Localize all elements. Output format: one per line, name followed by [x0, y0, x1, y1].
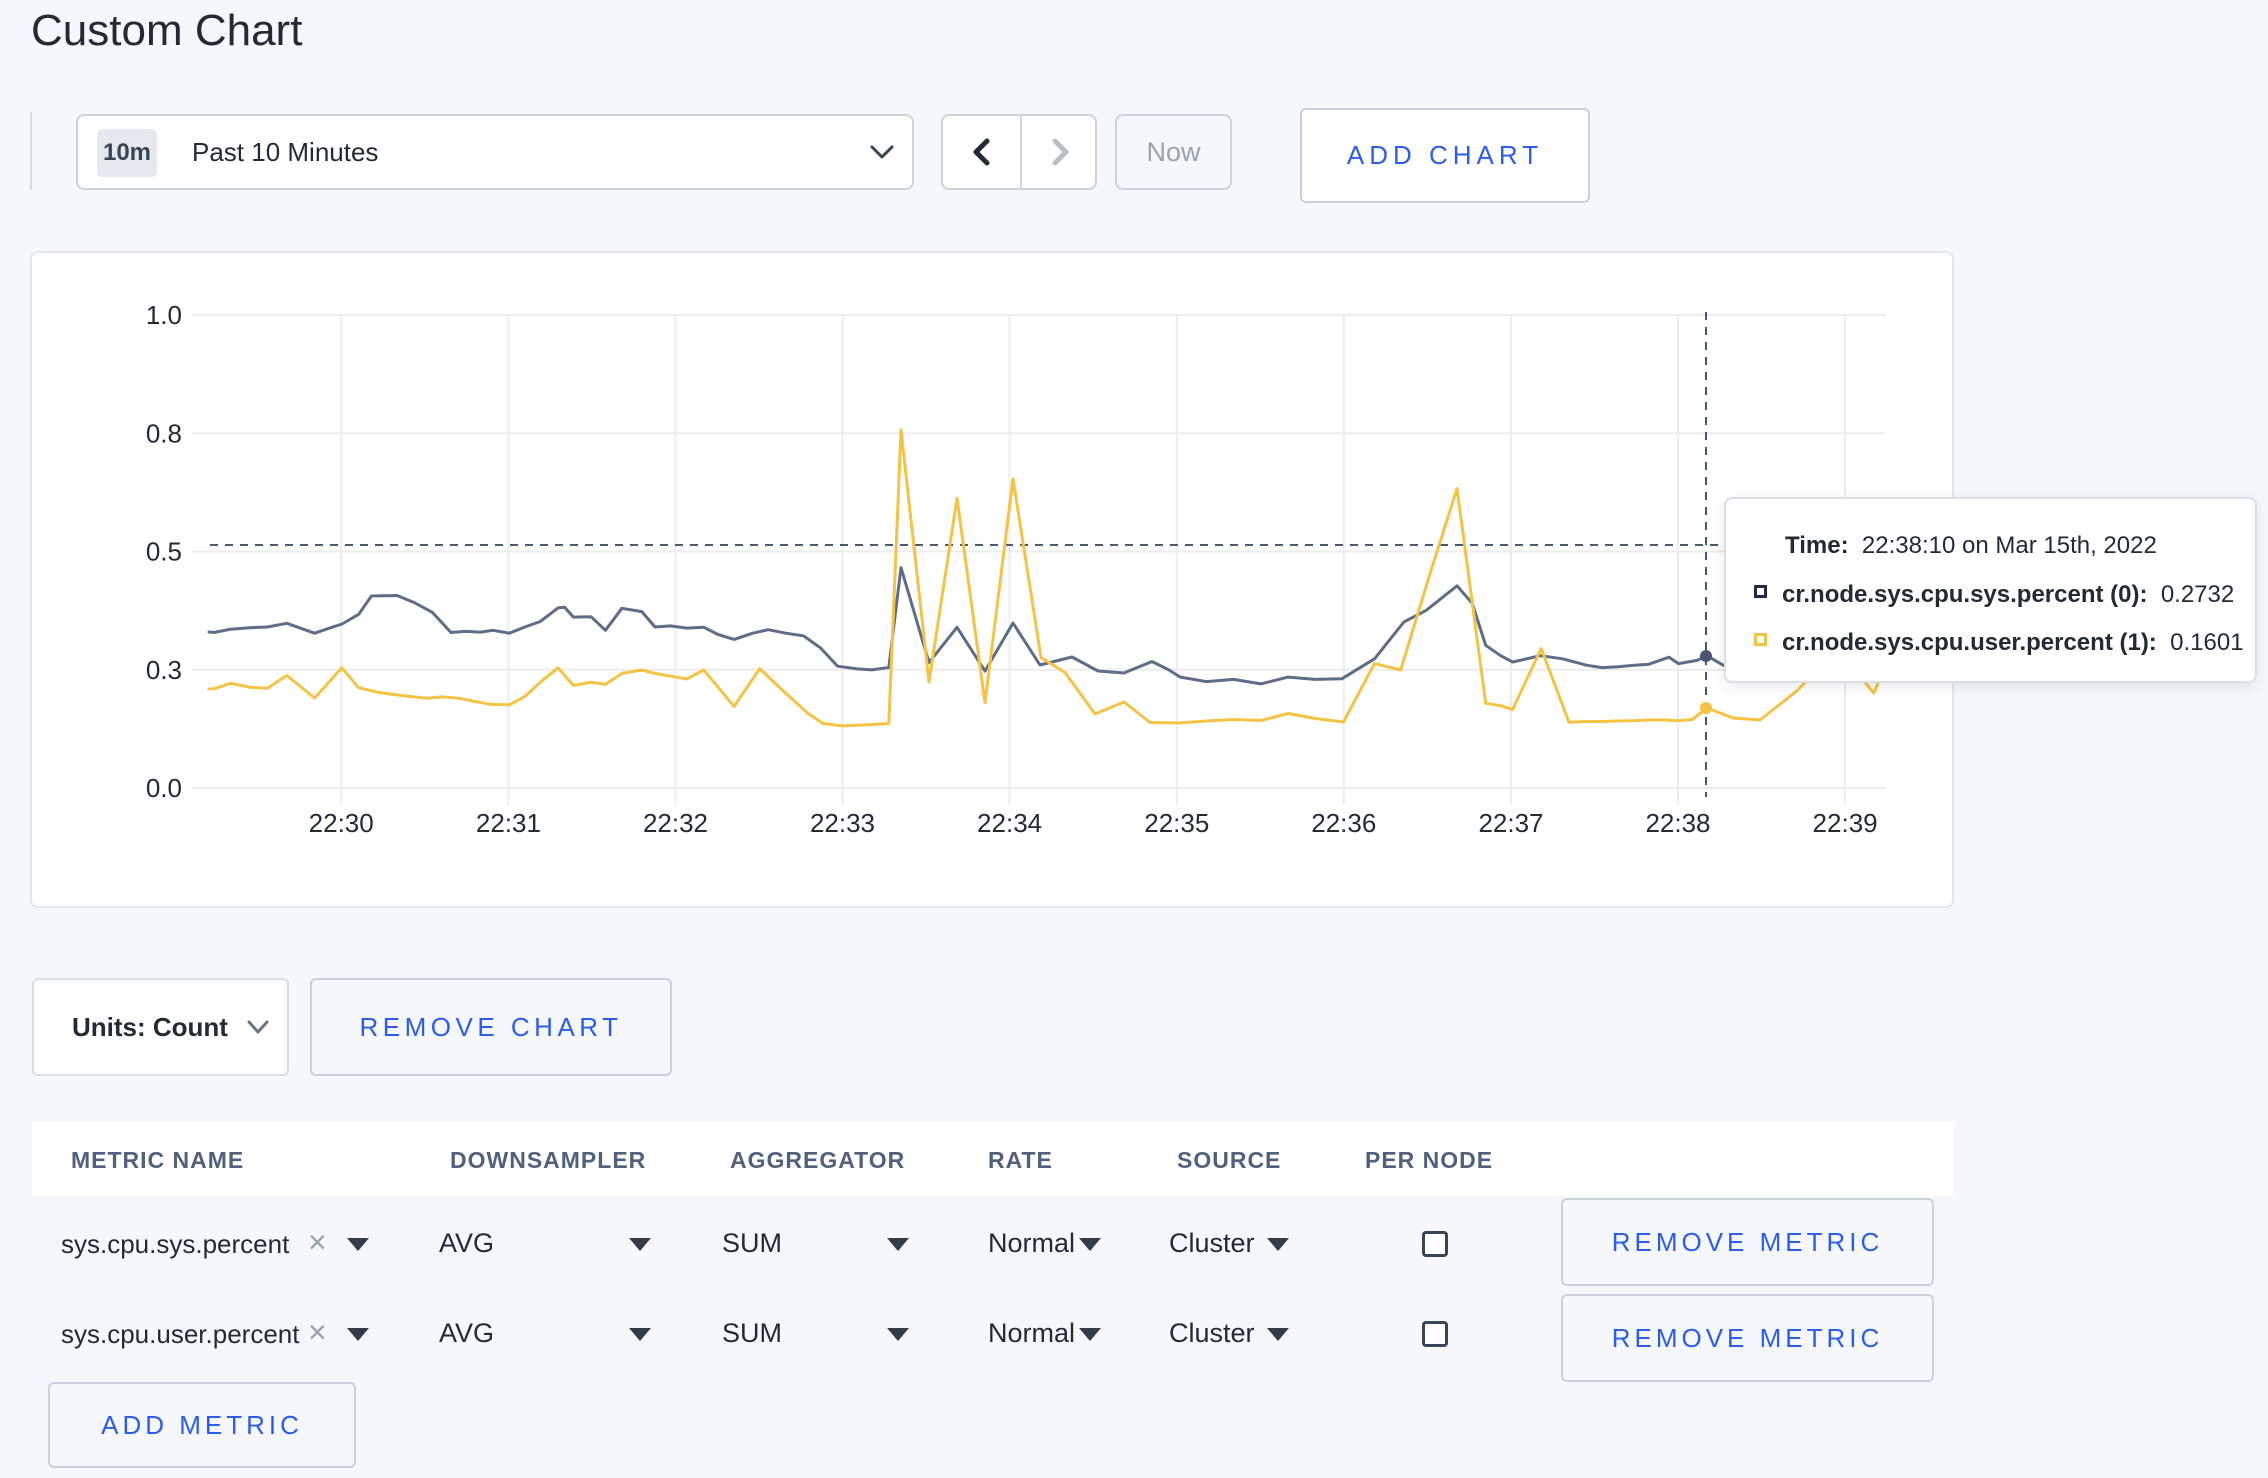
- svg-text:22:30: 22:30: [309, 808, 374, 838]
- svg-text:22:33: 22:33: [810, 808, 875, 838]
- svg-text:0.5: 0.5: [146, 537, 182, 567]
- svg-text:22:34: 22:34: [977, 808, 1042, 838]
- svg-text:22:36: 22:36: [1311, 808, 1376, 838]
- svg-text:22:39: 22:39: [1813, 808, 1878, 838]
- svg-text:1.0: 1.0: [146, 300, 182, 330]
- svg-text:22:38: 22:38: [1645, 808, 1710, 838]
- svg-text:0.3: 0.3: [146, 655, 182, 685]
- svg-text:0.0: 0.0: [146, 773, 182, 803]
- svg-text:22:31: 22:31: [476, 808, 541, 838]
- svg-text:22:37: 22:37: [1478, 808, 1543, 838]
- svg-text:22:32: 22:32: [643, 808, 708, 838]
- svg-text:0.8: 0.8: [146, 418, 182, 448]
- svg-text:22:35: 22:35: [1144, 808, 1209, 838]
